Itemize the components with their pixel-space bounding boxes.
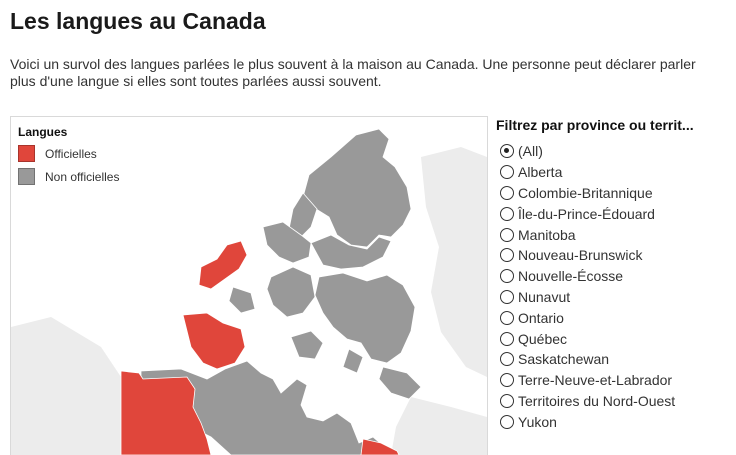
filter-option[interactable]: Terre-Neuve-et-Labrador	[496, 370, 736, 391]
radio-button[interactable]	[500, 393, 514, 408]
filter-option-label: Terre-Neuve-et-Labrador	[518, 372, 673, 389]
legend-swatch-official	[18, 145, 35, 162]
radio-button[interactable]	[500, 373, 514, 388]
map-region-nonofficial[interactable]	[314, 272, 416, 364]
intro-text: Voici un survol des langues parlées le p…	[10, 56, 696, 89]
filter-option-label: Ontario	[518, 309, 564, 326]
radio-button[interactable]	[500, 227, 514, 242]
filter-option[interactable]: Île-du-Prince-Édouard	[496, 203, 736, 224]
radio-button[interactable]	[500, 185, 514, 200]
radio-button[interactable]	[500, 414, 514, 429]
page-title: Les langues au Canada	[10, 8, 266, 34]
background-land-west	[11, 317, 123, 455]
radio-button[interactable]	[500, 206, 514, 221]
map-region-nonofficial[interactable]	[378, 366, 422, 400]
filter-option[interactable]: Colombie-Britannique	[496, 183, 736, 204]
filter-option-label: Yukon	[518, 413, 557, 430]
map-region-nonofficial[interactable]	[262, 221, 312, 264]
filter-option-label: Colombie-Britannique	[518, 184, 653, 201]
radio-button[interactable]	[500, 331, 514, 346]
legend-title: Langues	[18, 125, 68, 139]
filter-option[interactable]: Saskatchewan	[496, 349, 736, 370]
province-filter: Filtrez par province ou territ... (All) A…	[496, 117, 736, 432]
filter-option[interactable]: Nouveau-Brunswick	[496, 245, 736, 266]
filter-option-label: Manitoba	[518, 226, 576, 243]
radio-button[interactable]	[500, 248, 514, 263]
filter-options: (All) Alberta Colombie-Britannique Île-du-P…	[496, 141, 736, 432]
legend-item-official[interactable]: Officielles	[18, 142, 119, 165]
background-land-greenland	[421, 147, 487, 377]
filter-option[interactable]: Ontario	[496, 307, 736, 328]
filter-option[interactable]: Territoires du Nord-Ouest	[496, 391, 736, 412]
filter-option-label: Nouveau-Brunswick	[518, 247, 643, 264]
filter-option[interactable]: Nunavut	[496, 287, 736, 308]
filter-option[interactable]: Québec	[496, 328, 736, 349]
filter-option[interactable]: Yukon	[496, 411, 736, 432]
map-region-official[interactable]	[182, 312, 246, 370]
map-region-nonofficial[interactable]	[228, 286, 256, 314]
map-region-nonofficial[interactable]	[310, 234, 392, 270]
filter-option[interactable]: Manitoba	[496, 224, 736, 245]
canada-map[interactable]	[11, 117, 487, 455]
legend-label-official: Officielles	[45, 146, 97, 161]
filter-option-label: Île-du-Prince-Édouard	[518, 205, 655, 222]
map-panel[interactable]: Langues Officielles Non officielles	[10, 116, 488, 455]
map-region-nonofficial[interactable]	[266, 266, 316, 318]
map-region-nonofficial[interactable]	[290, 330, 324, 360]
legend-swatch-nonofficial	[18, 168, 35, 185]
legend-item-nonofficial[interactable]: Non officielles	[18, 165, 119, 188]
filter-option[interactable]: Alberta	[496, 162, 736, 183]
filter-option[interactable]: Nouvelle-Écosse	[496, 266, 736, 287]
filter-option-label: Alberta	[518, 164, 563, 181]
filter-title: Filtrez par province ou territ...	[496, 117, 694, 133]
filter-option[interactable]: (All)	[496, 141, 736, 162]
map-region-nonofficial[interactable]	[302, 128, 412, 248]
legend-label-nonofficial: Non officielles	[45, 169, 120, 184]
background-land-east	[391, 397, 487, 455]
filter-option-label: Nunavut	[518, 288, 571, 305]
radio-button[interactable]	[500, 144, 514, 159]
radio-button[interactable]	[500, 165, 514, 180]
map-region-nonofficial[interactable]	[342, 348, 364, 374]
filter-option-label: Saskatchewan	[518, 351, 610, 368]
map-region-official[interactable]	[198, 240, 248, 290]
filter-option-label: Territoires du Nord-Ouest	[518, 392, 676, 409]
radio-button[interactable]	[500, 352, 514, 367]
map-legend: Langues Officielles Non officielles	[18, 125, 119, 188]
filter-option-label: (All)	[518, 143, 543, 160]
map-region-official[interactable]	[360, 438, 400, 455]
radio-button[interactable]	[500, 269, 514, 284]
radio-button[interactable]	[500, 310, 514, 325]
filter-option-label: Nouvelle-Écosse	[518, 268, 624, 285]
filter-option-label: Québec	[518, 330, 568, 347]
radio-button[interactable]	[500, 289, 514, 304]
map-region-official[interactable]	[120, 370, 212, 455]
